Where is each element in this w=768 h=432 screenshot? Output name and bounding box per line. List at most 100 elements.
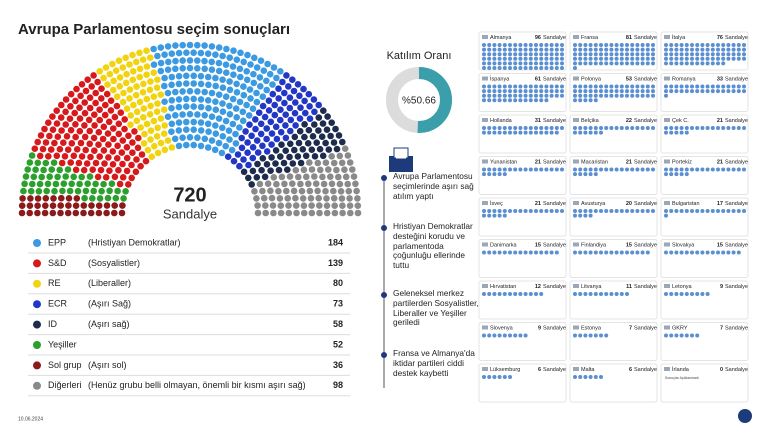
country-seat [710,250,715,255]
seat [315,101,323,109]
seat [244,149,251,156]
country-seat [679,130,684,135]
country-seat [669,333,674,338]
seat [354,209,362,217]
country-seat [599,333,603,338]
country-seat [599,84,603,89]
seat [316,145,324,153]
seat [34,195,42,202]
country-seat [502,43,507,47]
country-card [660,73,749,112]
seat [54,173,61,181]
country-seat [599,375,603,379]
country-seats: 76 [717,35,723,41]
country-seat [528,292,533,296]
seat [230,71,237,78]
seat [115,130,123,138]
seat [109,161,117,168]
country-seat [609,250,614,255]
seat [143,63,151,70]
country-seat [645,47,650,52]
country-seat [684,167,689,172]
seat [236,65,244,73]
seat [319,120,327,127]
seat [103,90,111,98]
seat [270,174,278,181]
seat [50,195,57,202]
country-seat [664,213,668,218]
seat [81,133,89,141]
country-seat [492,56,497,61]
country-seat [684,61,689,66]
country-seat [560,52,564,57]
country-seat [549,126,554,130]
country-seat [604,56,609,61]
country-seat [705,250,710,255]
seat [28,152,36,159]
seat [121,125,128,133]
seat [94,78,101,86]
country-seat [742,89,746,94]
country-seat [674,250,679,255]
country-seat [731,126,736,130]
country-seat [604,52,609,57]
seat [215,67,223,75]
seat [154,52,161,60]
seat [103,202,111,209]
country-seat [690,47,694,52]
country-seat [502,47,507,52]
country-seat [679,333,684,338]
country-seat [690,52,694,57]
group-name: Sol grup [48,360,82,370]
country-seat [523,89,528,94]
seat [45,119,52,126]
country-seat [518,126,523,130]
seat [259,187,266,195]
seat [295,139,303,147]
seat [147,127,155,134]
seat [268,130,276,137]
seat [330,159,338,167]
seat [310,96,318,103]
country-seats: 53 [626,76,632,82]
country-seat [482,209,486,213]
country-seat [645,56,650,61]
seat [315,127,322,134]
seat [346,195,353,202]
seat [352,180,359,188]
seat [172,42,179,49]
country-seat [679,167,684,172]
country-seat [513,61,518,66]
title: Avrupa Parlamentosu seçim sonuçları [18,21,290,38]
country-seat [508,56,512,61]
country-seat [583,250,588,255]
seat [116,74,124,81]
seat [154,100,161,107]
seat [66,115,74,122]
seat [306,115,314,122]
country-seat [502,56,507,61]
country-seat [523,333,528,338]
country-seat [492,66,497,70]
seat [292,194,299,202]
country-seat [528,126,533,130]
country-seat [635,47,640,52]
country-seat [619,61,624,66]
country-card [478,31,567,71]
country-seat [578,213,583,218]
seat [109,60,116,68]
country-seat [578,126,583,130]
country-seat [554,52,559,57]
country-seat [721,47,726,52]
country-name: Letonya [672,284,693,290]
country-seat [502,250,507,255]
seat [323,202,331,209]
seat [268,194,276,202]
flag [482,201,488,205]
seat [277,202,285,209]
country-card [569,322,658,361]
seat [150,93,158,100]
seat [153,108,161,115]
seat [197,72,205,80]
country-seat [619,209,624,213]
